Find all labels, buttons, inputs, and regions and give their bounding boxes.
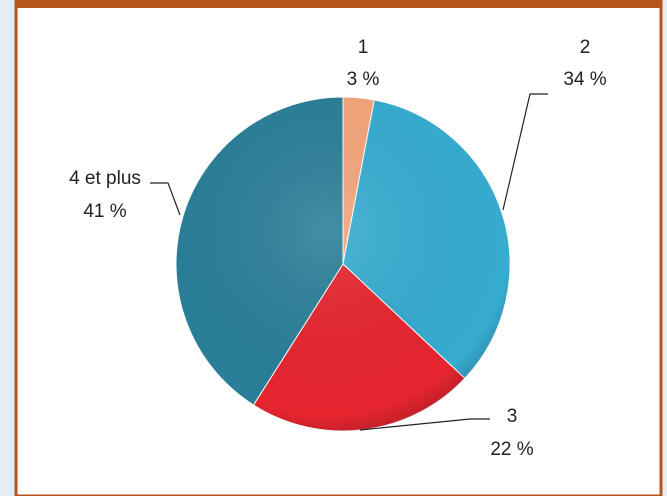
slice-label: 41 % — [83, 201, 126, 222]
leader-line — [502, 93, 548, 211]
slice-category: 3 — [507, 406, 518, 427]
panel-header — [16, 0, 661, 8]
slice-category: 4 et plus — [69, 168, 141, 189]
leader-line — [359, 418, 490, 431]
slice-label: 22 % — [490, 439, 533, 460]
slice-label: 3 % — [347, 69, 380, 90]
leader-line — [150, 182, 181, 216]
slice-category: 1 — [358, 37, 369, 58]
slice-label: 34 % — [563, 69, 606, 90]
pie — [175, 96, 511, 432]
slice-category: 2 — [580, 37, 591, 58]
